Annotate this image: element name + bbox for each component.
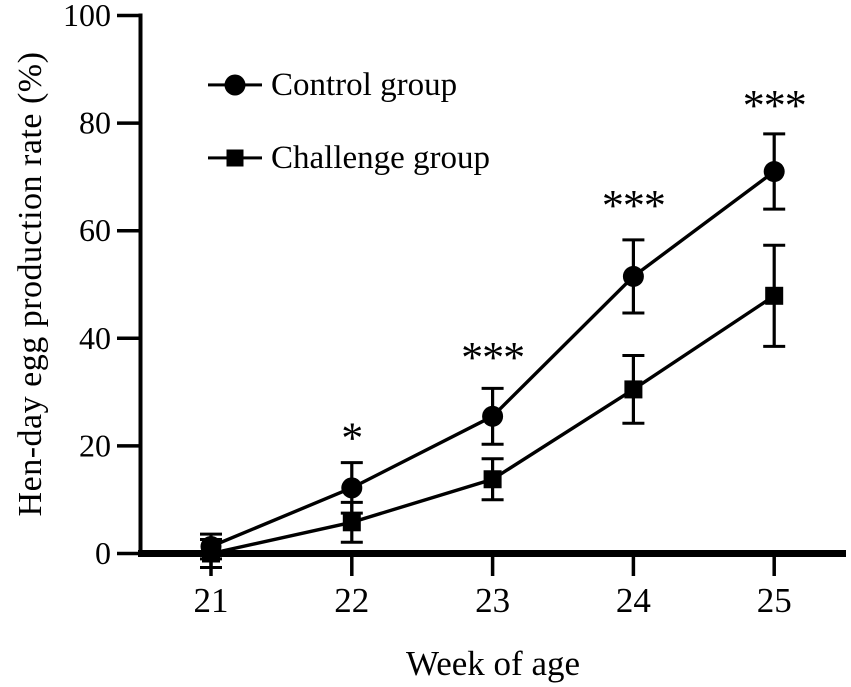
data-point-square <box>765 286 784 305</box>
y-tick-label: 20 <box>79 427 111 463</box>
legend-sample-challenge <box>208 146 262 170</box>
x-tick-label: 23 <box>475 581 510 620</box>
y-tick-label: 40 <box>79 320 111 356</box>
x-tick-label: 22 <box>334 581 369 620</box>
legend-label-challenge: Challenge group <box>271 139 491 176</box>
x-tick-label: 25 <box>757 581 792 620</box>
y-tick-label: 80 <box>79 105 111 141</box>
legend-sample-control <box>208 73 262 97</box>
square-marker-icon <box>226 149 244 167</box>
x-tick-label: 21 <box>194 581 229 620</box>
x-axis-label: Week of age <box>405 644 581 683</box>
legend-label-control: Control group <box>271 66 458 103</box>
data-point-square <box>624 380 643 399</box>
legend-item-challenge: Challenge group <box>208 138 490 178</box>
y-axis-label: Hen-day egg production rate (%) <box>12 51 49 517</box>
data-point-square <box>202 544 220 563</box>
significance-marker: *** <box>602 181 665 230</box>
y-tick-label: 60 <box>79 212 111 248</box>
data-point-square <box>483 470 502 489</box>
data-point-circle <box>341 477 363 499</box>
data-point-circle <box>763 161 785 183</box>
legend-item-control: Control group <box>208 65 457 105</box>
data-point-circle <box>622 265 644 287</box>
data-point-square <box>342 513 361 532</box>
significance-marker: *** <box>461 333 524 382</box>
significance-marker: * <box>341 413 362 462</box>
x-tick-label: 24 <box>616 581 651 620</box>
y-tick-label: 100 <box>63 0 111 33</box>
y-tick-label: 0 <box>95 535 111 571</box>
circle-marker-icon <box>224 74 246 96</box>
data-point-circle <box>482 405 504 427</box>
significance-marker: *** <box>743 81 806 130</box>
